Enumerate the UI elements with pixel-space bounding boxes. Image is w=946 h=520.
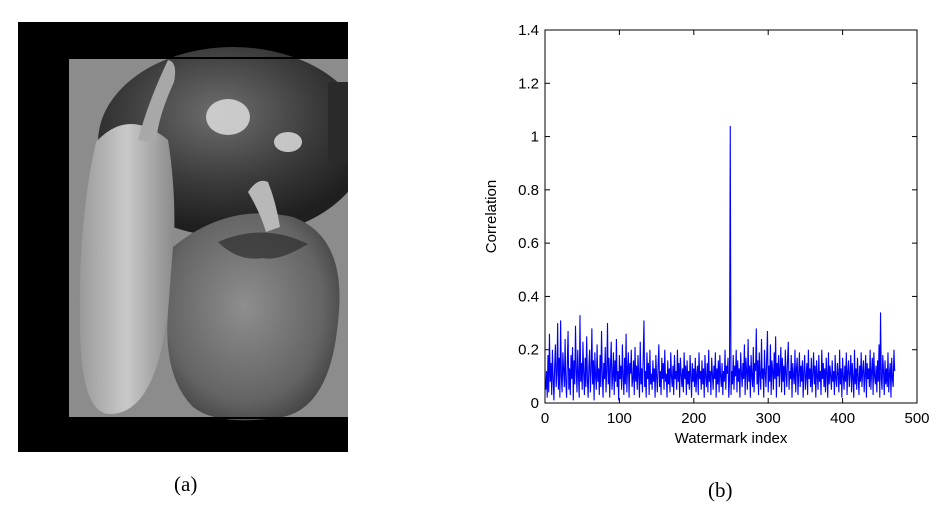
y-ticks: 0 0.2 0.4 0.6 0.8 1 1.2 1.4 [518,22,917,412]
y-tick-label: 0 [531,395,539,412]
x-tick-label: 0 [541,410,549,427]
y-tick-label: 0.8 [518,182,539,199]
panel-a: (a) [0,0,470,520]
x-tick-label: 100 [607,410,632,427]
x-axis-label: Watermark index [675,430,788,447]
x-tick-label: 400 [830,410,855,427]
x-ticks: 0 100 200 300 400 500 [541,30,930,427]
correlation-chart: 0 0.2 0.4 0.6 0.8 1 1.2 1.4 0 100 200 300 400 500 Wa… [483,22,930,447]
y-axis-label: Correlation [483,180,500,253]
y-tick-label: 0.6 [518,235,539,252]
x-tick-label: 500 [904,410,929,427]
caption-b: (b) [708,478,733,502]
y-tick-label: 1.4 [518,22,539,39]
caption-a: (a) [174,472,198,496]
correlation-line [545,125,896,401]
y-tick-label: 1 [531,129,539,146]
y-tick-label: 0.2 [518,342,539,359]
x-tick-label: 300 [756,410,781,427]
y-tick-label: 1.2 [518,75,539,92]
panel-b: 0 0.2 0.4 0.6 0.8 1 1.2 1.4 0 100 200 300 400 500 Wa… [470,0,946,520]
x-tick-label: 200 [681,410,706,427]
y-tick-label: 0.4 [518,288,539,305]
axes-box [544,29,918,404]
peppers-photo [18,22,348,452]
